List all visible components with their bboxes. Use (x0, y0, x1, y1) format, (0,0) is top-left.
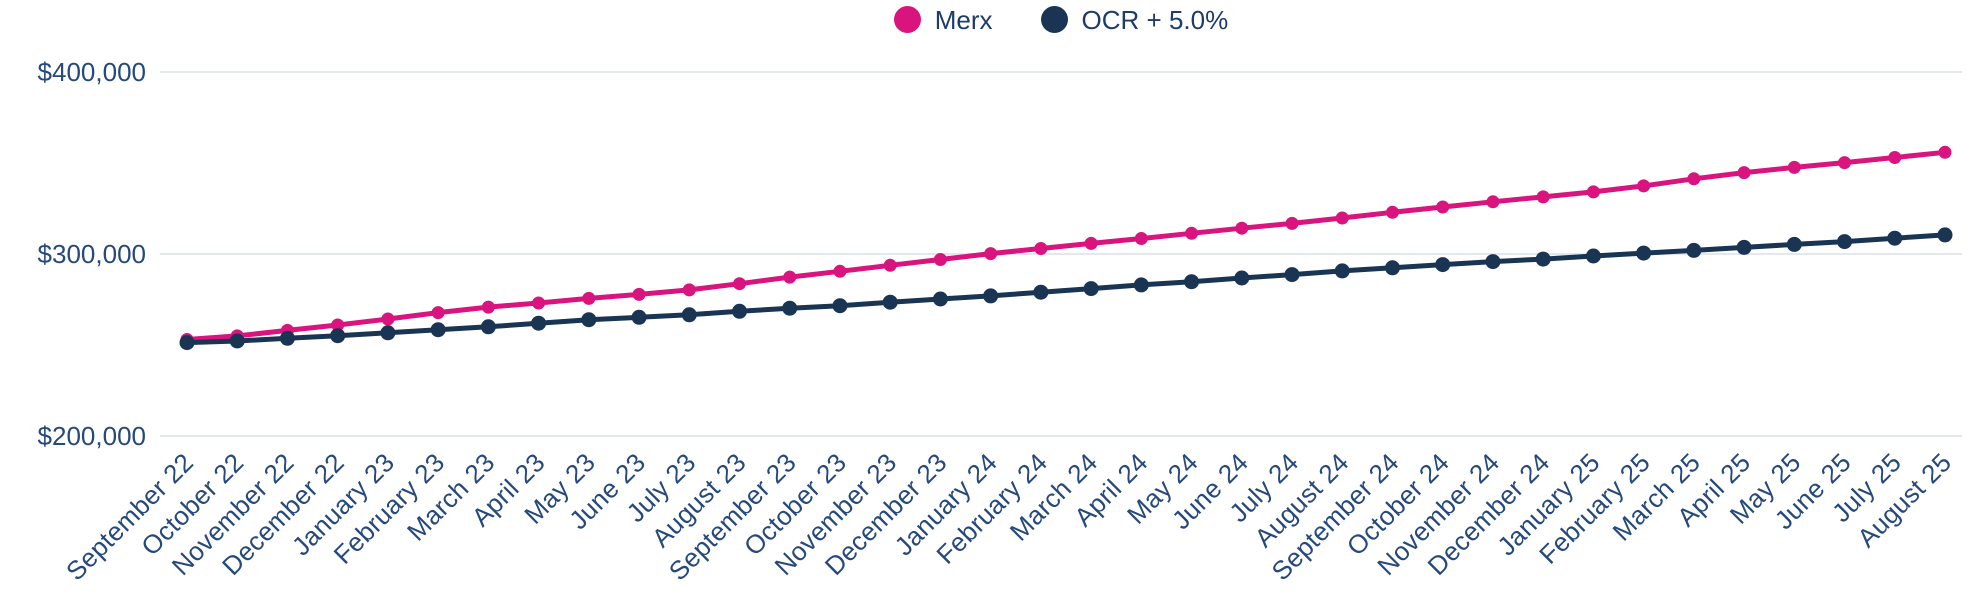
data-point[interactable] (1535, 251, 1551, 267)
legend-label: Merx (934, 4, 993, 35)
data-point[interactable] (1435, 257, 1451, 273)
data-point[interactable] (481, 300, 495, 314)
data-point[interactable] (782, 300, 798, 316)
data-point[interactable] (1084, 236, 1098, 250)
data-point[interactable] (1536, 190, 1550, 204)
data-point[interactable] (1185, 226, 1199, 240)
data-point[interactable] (1938, 145, 1952, 159)
data-point[interactable] (882, 294, 898, 310)
data-point[interactable] (1133, 277, 1149, 293)
series-line-ocr-5-0 (184, 232, 1948, 346)
data-point[interactable] (1134, 232, 1148, 245)
data-point[interactable] (1083, 281, 1099, 297)
data-point[interactable] (1235, 221, 1249, 235)
legend-dot-icon (893, 6, 921, 33)
data-point[interactable] (733, 277, 747, 291)
data-point[interactable] (1736, 239, 1752, 255)
data-point[interactable] (984, 247, 998, 261)
data-point[interactable] (1436, 200, 1450, 214)
legend-label: OCR + 5.0% (1081, 4, 1229, 35)
data-point[interactable] (983, 288, 999, 304)
data-point[interactable] (1485, 254, 1501, 270)
data-point[interactable] (1937, 227, 1953, 243)
data-point[interactable] (1887, 230, 1903, 246)
data-point[interactable] (932, 291, 948, 307)
y-tick-label: $300,000 (38, 239, 146, 269)
data-point[interactable] (381, 312, 395, 326)
data-point[interactable] (480, 319, 496, 335)
data-point[interactable] (1737, 166, 1751, 180)
data-point[interactable] (681, 307, 697, 323)
data-point[interactable] (331, 318, 345, 332)
legend-dot-icon (1040, 6, 1068, 33)
series-line-merx (184, 149, 1948, 342)
data-point[interactable] (732, 303, 748, 319)
data-point[interactable] (933, 253, 947, 266)
data-point[interactable] (1184, 274, 1200, 290)
data-point[interactable] (1686, 242, 1702, 258)
data-point[interactable] (1033, 284, 1049, 300)
data-point[interactable] (1838, 156, 1852, 170)
data-point[interactable] (832, 298, 848, 314)
data-point[interactable] (330, 328, 346, 344)
data-point[interactable] (431, 306, 445, 320)
data-point[interactable] (1585, 248, 1601, 264)
data-point[interactable] (531, 315, 547, 331)
data-point[interactable] (532, 296, 546, 310)
data-point[interactable] (1486, 195, 1500, 209)
legend-item-merx[interactable]: Merx (893, 4, 993, 35)
chart-legend: Merx OCR + 5.0% (160, 6, 1962, 33)
legend-item-ocr-5-0[interactable]: OCR + 5.0% (1040, 4, 1229, 35)
data-point[interactable] (1334, 263, 1350, 279)
y-tick-label: $400,000 (38, 57, 146, 87)
data-point[interactable] (682, 283, 696, 297)
data-point[interactable] (1586, 185, 1600, 199)
data-point[interactable] (179, 335, 195, 351)
data-point[interactable] (1637, 179, 1651, 193)
data-point[interactable] (430, 322, 446, 338)
data-point[interactable] (1837, 234, 1853, 250)
data-point[interactable] (582, 291, 596, 305)
data-point[interactable] (1384, 260, 1400, 276)
data-point[interactable] (1284, 267, 1300, 283)
data-point[interactable] (229, 333, 245, 349)
data-point[interactable] (1687, 172, 1701, 186)
data-point[interactable] (581, 312, 597, 328)
data-point[interactable] (783, 270, 797, 284)
data-point[interactable] (1786, 236, 1802, 252)
data-point[interactable] (1034, 242, 1048, 255)
data-point[interactable] (883, 258, 897, 272)
data-point[interactable] (1234, 270, 1250, 286)
data-point[interactable] (1385, 205, 1399, 219)
data-point[interactable] (1787, 160, 1801, 174)
data-point[interactable] (632, 287, 646, 301)
data-point[interactable] (1335, 211, 1349, 225)
data-point[interactable] (1636, 245, 1652, 261)
data-point[interactable] (380, 325, 396, 341)
data-point[interactable] (1285, 216, 1299, 230)
data-point[interactable] (833, 264, 847, 278)
y-tick-label: $200,000 (38, 421, 146, 451)
data-point[interactable] (631, 309, 647, 325)
data-point[interactable] (1888, 151, 1902, 164)
data-point[interactable] (279, 330, 295, 346)
